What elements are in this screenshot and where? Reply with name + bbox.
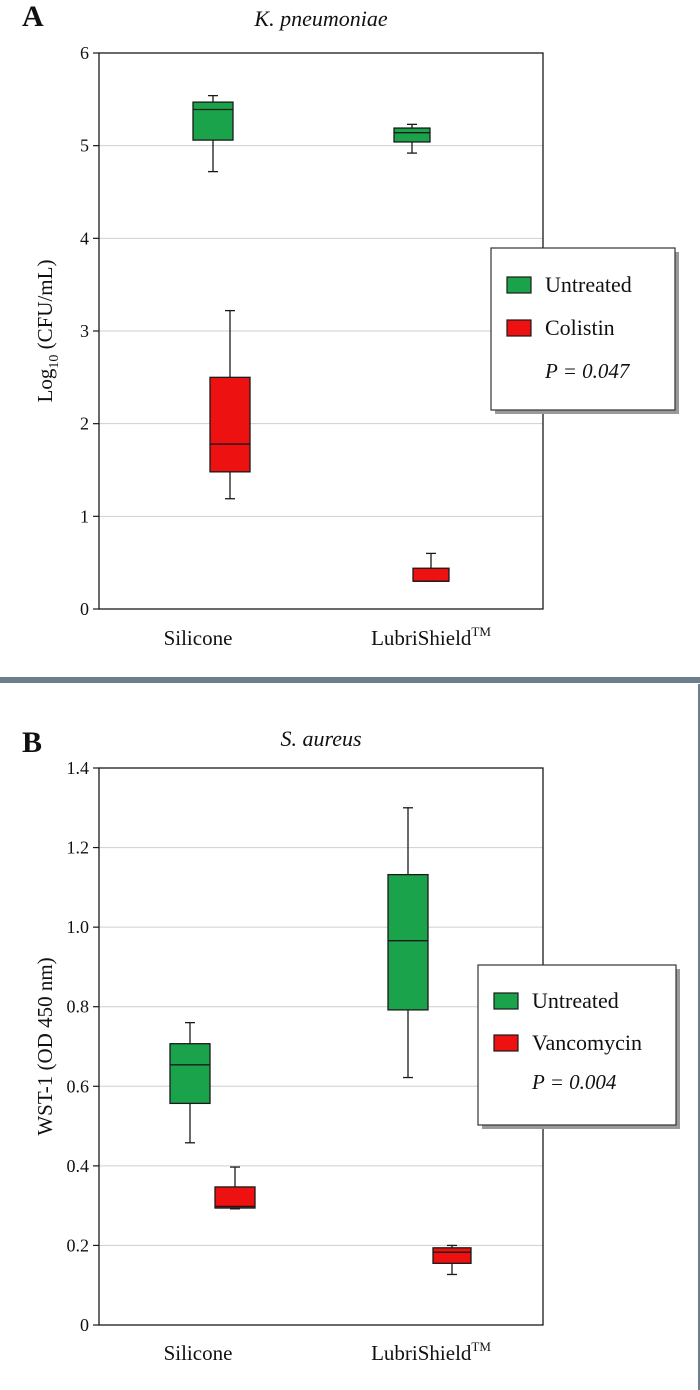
y-axis-label: Log10 (CFU/mL) — [33, 260, 62, 403]
y-tick-label: 1.0 — [67, 917, 90, 937]
panel-label: A — [22, 0, 44, 33]
category-label-text: Silicone — [164, 626, 233, 650]
y-tick-label: 2 — [80, 414, 89, 434]
box-untreated-1 — [393, 123, 431, 154]
box-colistin-0 — [209, 309, 251, 500]
y-tick-label: 5 — [80, 136, 89, 156]
box-iqr — [387, 873, 429, 1011]
category-label-text: Silicone — [164, 1341, 233, 1365]
chart-title: K. pneumoniae — [253, 6, 387, 31]
y-tick-label: 4 — [80, 228, 89, 248]
y-tick-label: 0.6 — [67, 1076, 90, 1096]
box-untreated-0 — [192, 94, 234, 173]
box-untreated-1 — [387, 807, 429, 1079]
box-iqr — [412, 567, 450, 582]
legend-swatch — [506, 276, 532, 294]
box-iqr — [432, 1247, 472, 1264]
category-label-text: LubriShield — [371, 1341, 472, 1365]
y-tick-label: 0 — [80, 1315, 89, 1335]
y-tick-label: 3 — [80, 321, 89, 341]
y-axis-label-main: Log — [33, 368, 57, 402]
legend-label: Vancomycin — [532, 1030, 642, 1055]
panel-b: 0 0.2 0.4 0.6 0.8 1.0 1.2 1.4 B S. aureus WST-1 (O… — [22, 726, 680, 1365]
box-iqr — [393, 127, 431, 143]
legend-label: Untreated — [532, 988, 619, 1013]
legend-swatch — [506, 319, 532, 337]
category-label-superscript: TM — [471, 624, 491, 639]
box-vancomycin-1 — [432, 1244, 472, 1276]
y-tick-label: 1 — [80, 506, 89, 526]
y-tick-label: 6 — [80, 43, 89, 63]
legend-label: Untreated — [545, 272, 632, 297]
y-tick-label: 1.4 — [67, 758, 90, 778]
category-label: Silicone — [164, 626, 233, 650]
category-label: LubriShieldTM — [371, 1339, 491, 1365]
y-tick-label: 0.2 — [67, 1235, 90, 1255]
plot-frame — [98, 767, 544, 1326]
box-vancomycin-0 — [214, 1166, 256, 1210]
y-tick-label: 0 — [80, 599, 89, 619]
y-axis-label-rest: (CFU/mL) — [33, 260, 57, 355]
y-tick-label: 1.2 — [67, 838, 90, 858]
y-axis-label-subscript: 10 — [47, 355, 62, 369]
p-value: P = 0.004 — [531, 1070, 617, 1094]
legend-label: Colistin — [545, 315, 615, 340]
panel-a: 0 1 2 3 4 5 6 A K. pneumoniae Log10 (CFU/mL) Silic… — [22, 0, 679, 650]
category-label-text: LubriShield — [371, 626, 472, 650]
category-label: LubriShieldTM — [371, 624, 491, 650]
y-axis-label-main: WST-1 (OD 450 nm) — [33, 957, 57, 1135]
p-value: P = 0.047 — [544, 359, 631, 383]
panel-label: B — [22, 726, 42, 759]
y-tick-label: 0.4 — [67, 1156, 90, 1176]
box-colistin-1 — [412, 552, 450, 582]
box-iqr — [169, 1043, 211, 1105]
category-label: Silicone — [164, 1341, 233, 1365]
legend: Untreated Colistin P = 0.047 — [490, 247, 679, 414]
y-axis-label: WST-1 (OD 450 nm) — [33, 957, 57, 1135]
y-tick-label: 0.8 — [67, 997, 90, 1017]
legend: Untreated Vancomycin P = 0.004 — [477, 964, 680, 1129]
box-iqr — [192, 101, 234, 141]
chart-title: S. aureus — [280, 726, 361, 751]
legend-swatch — [493, 1034, 519, 1052]
box-iqr — [209, 376, 251, 473]
legend-swatch — [493, 992, 519, 1010]
box-untreated-0 — [169, 1021, 211, 1144]
category-label-superscript: TM — [471, 1339, 491, 1354]
box-iqr — [214, 1186, 256, 1209]
